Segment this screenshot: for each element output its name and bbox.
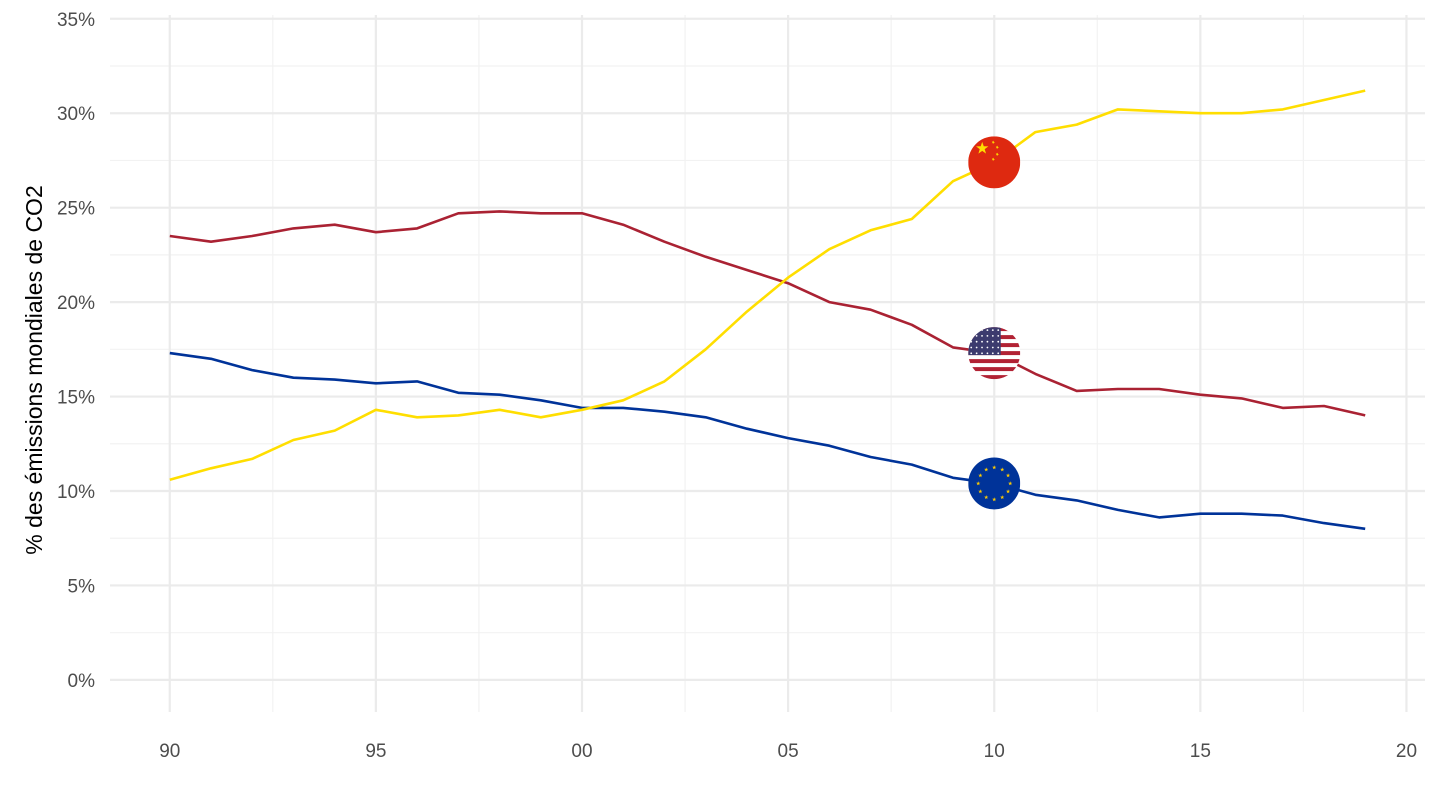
x-tick-label: 20 — [1396, 741, 1417, 762]
us-flag-star — [975, 346, 978, 349]
grid-layer — [110, 15, 1425, 712]
eu-flag-field — [968, 457, 1021, 510]
china-flag-small-star — [995, 145, 1000, 150]
eu-flag-icon — [968, 457, 1021, 510]
us-flag-star — [986, 329, 989, 332]
eu-flag-star — [1000, 495, 1005, 500]
us-flag-star — [986, 340, 989, 343]
y-tick-label: 0% — [68, 671, 96, 692]
us-flag-stripe — [968, 355, 1021, 360]
us-flag-star — [970, 329, 973, 332]
us-flag-star — [997, 335, 1000, 337]
us-flag-star — [975, 335, 978, 337]
china-flag-small-star — [991, 140, 996, 145]
us-flag-star — [997, 340, 1000, 343]
series-line-0 — [169, 210, 1366, 417]
us-flag-star — [975, 340, 978, 343]
x-tick-label: 05 — [778, 741, 799, 762]
us-flag-star — [970, 340, 973, 343]
eu-flag-star — [992, 465, 997, 470]
y-axis-title: % des émissions mondiales de CO2 — [21, 185, 47, 554]
us-flag-stripe — [968, 367, 1021, 372]
x-tick-label: 15 — [1190, 741, 1211, 762]
us-flag-star — [975, 352, 978, 355]
y-tick-label: 5% — [68, 576, 96, 597]
flag-marker-layer — [968, 136, 1021, 510]
eu-flag-star — [976, 481, 981, 486]
us-flag-star — [981, 352, 983, 355]
us-flag-star — [986, 346, 989, 349]
x-tick-label: 00 — [571, 741, 592, 762]
us-flag-star — [991, 340, 994, 343]
us-flag-star — [970, 335, 973, 337]
us-flag-star — [981, 340, 983, 343]
eu-flag-star — [1005, 489, 1011, 494]
us-flag-canton — [968, 327, 1001, 356]
y-tick-label: 10% — [57, 482, 95, 503]
series-line-1 — [169, 351, 1366, 531]
eu-flag-star — [978, 473, 983, 478]
y-tick-label: 15% — [57, 388, 95, 409]
x-tick-label: 90 — [159, 741, 180, 762]
us-flag-star — [997, 346, 1000, 349]
us-flag-star — [986, 352, 989, 355]
y-tick-label: 25% — [57, 199, 95, 220]
y-tick-label: 30% — [57, 104, 95, 125]
us-flag-star — [997, 329, 1000, 332]
us-flag-star — [991, 335, 994, 337]
us-flag-star — [970, 346, 973, 349]
us-flag-stripe — [968, 359, 1021, 364]
tick-label-layer: 0% 5% 10% 15% 20% 25% 30% 35% 90 95 00 05 10 15 20 — [57, 10, 1417, 762]
eu-flag-star — [1008, 481, 1013, 486]
us-flag-star — [991, 329, 994, 332]
x-tick-label: 95 — [365, 741, 386, 762]
y-tick-label: 35% — [57, 10, 95, 31]
china-flag-big-star — [976, 141, 989, 154]
eu-flag-star — [1005, 473, 1011, 478]
y-tick-label: 20% — [57, 293, 95, 314]
x-tick-label: 10 — [984, 741, 1005, 762]
us-flag-star — [981, 346, 983, 349]
us-flag-star — [991, 352, 994, 355]
china-flag-small-star — [995, 152, 1000, 157]
us-flag-icon — [968, 327, 1021, 380]
us-flag-stripe — [968, 363, 1021, 368]
china-flag-field — [968, 136, 1021, 189]
us-flag-star — [997, 352, 1000, 355]
series-layer — [169, 89, 1366, 531]
us-flag-star — [970, 352, 973, 355]
us-flag-star — [975, 329, 978, 332]
china-flag-icon — [968, 136, 1021, 189]
us-flag-stripe — [968, 371, 1021, 376]
eu-flag-star — [992, 497, 997, 502]
us-flag-star — [981, 329, 983, 332]
us-flag-star — [986, 335, 989, 337]
us-flag-star — [991, 346, 994, 349]
series-line-2 — [169, 89, 1366, 481]
eu-flag-star — [1000, 467, 1005, 472]
us-flag-star — [981, 335, 983, 337]
eu-flag-star — [978, 489, 983, 494]
us-flag-stripe — [968, 375, 1021, 380]
eu-flag-star — [984, 495, 989, 500]
eu-flag-star — [984, 467, 989, 472]
china-flag-small-star — [991, 157, 996, 162]
